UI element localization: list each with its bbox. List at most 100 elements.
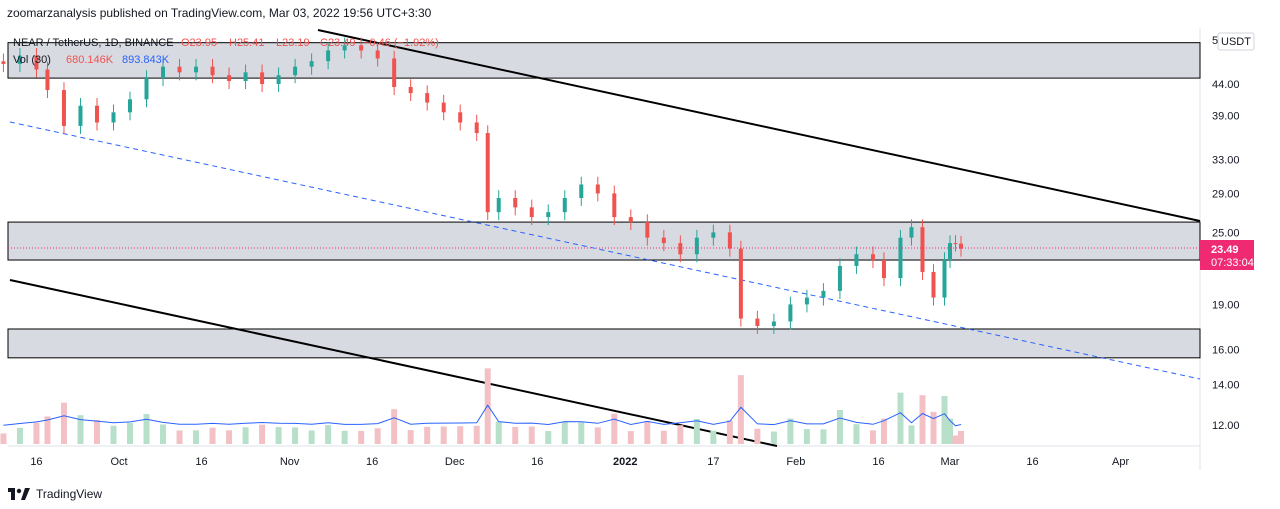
volume-bar-35 [561, 421, 568, 444]
volume-bar-55 [880, 418, 887, 444]
candle-43 [694, 229, 699, 263]
volume-bar-37 [594, 427, 601, 444]
volume-moving-average [3, 404, 962, 427]
volume-bar-47 [754, 428, 761, 444]
volume-bar-18 [292, 427, 299, 444]
price-tick-5: 19.00 [1212, 299, 1240, 311]
last-price-badge: 23.49 07:33:04 [1200, 240, 1254, 270]
volume-bar-45 [726, 420, 733, 444]
last-price-value: 23.49 [1211, 244, 1239, 256]
price-tick-0: 44.00 [1212, 79, 1240, 91]
candle-63 [959, 235, 964, 257]
price-tick-4: 25.00 [1212, 227, 1240, 239]
volume-bar-17 [275, 427, 282, 444]
volume-bar-30 [484, 368, 491, 444]
legend-vol-value: 680.146K [66, 54, 114, 66]
volume-bar-52 [836, 410, 843, 444]
time-tick-7: 2022 [613, 456, 637, 468]
candle-60 [942, 252, 947, 306]
tradingview-footer[interactable]: TradingView [8, 487, 102, 501]
volume-bar-36 [578, 422, 585, 444]
currency-label: USDT [1221, 36, 1251, 48]
price-tick-1: 39.00 [1212, 111, 1240, 123]
zone-0 [7, 42, 1201, 79]
candle-23 [375, 42, 380, 67]
upper-channel-line[interactable] [317, 29, 1201, 222]
candle-38 [612, 185, 617, 226]
candle-4 [61, 82, 66, 134]
volume-bar-13 [209, 427, 216, 444]
volume-bar-31 [495, 421, 502, 444]
candle-3 [45, 61, 50, 99]
candle-30 [485, 125, 490, 221]
volume-bar-19 [308, 430, 315, 444]
candle-56 [898, 229, 903, 287]
candle-47 [755, 310, 760, 334]
volume-bar-50 [803, 429, 810, 444]
volume-bar-3 [44, 416, 51, 444]
candle-21 [342, 37, 347, 59]
publisher-caption: zoomarzanalysis published on TradingView… [7, 6, 432, 20]
currency-button[interactable]: USDT [1217, 32, 1255, 51]
candle-57 [909, 219, 914, 246]
volume-bar-34 [545, 431, 552, 444]
candle-9 [144, 70, 149, 108]
zone-2 [7, 328, 1201, 359]
candle-17 [276, 67, 281, 92]
volume-bar-9 [143, 414, 150, 444]
price-tick-8: 12.00 [1212, 420, 1240, 432]
candle-42 [678, 235, 683, 263]
lower-channel-line[interactable] [9, 279, 778, 447]
candle-22 [359, 37, 364, 59]
time-tick-0: 16 [30, 456, 42, 468]
candle-46 [738, 240, 743, 327]
candle-49 [788, 296, 793, 330]
countdown-timer: 07:33:04 [1211, 257, 1254, 269]
volume-bar-4 [60, 402, 67, 444]
time-tick-1: Oct [110, 456, 127, 468]
candle-26 [425, 85, 430, 111]
time-tick-13: Apr [1112, 456, 1129, 468]
time-tick-4: 16 [366, 456, 378, 468]
candle-62 [953, 235, 958, 252]
volume-bar-29 [473, 425, 480, 444]
candle-27 [441, 94, 446, 121]
candle-39 [628, 209, 633, 231]
volume-bars [0, 368, 965, 444]
volume-bar-10 [160, 424, 167, 444]
time-tick-11: Mar [941, 456, 960, 468]
candle-45 [727, 224, 732, 257]
candle-55 [881, 252, 886, 287]
price-axis[interactable]: 44.00 39.00 33.00 29.00 25.00 19.00 16.00 14.00… [1212, 79, 1240, 432]
time-tick-3: Nov [280, 456, 300, 468]
candle-20 [326, 42, 331, 70]
candle-2 [34, 47, 39, 78]
candle-40 [645, 214, 650, 246]
volume-bar-38 [611, 413, 618, 444]
candle-33 [529, 199, 534, 226]
candle-28 [458, 104, 463, 131]
time-tick-5: Dec [445, 456, 465, 468]
time-tick-10: 16 [872, 456, 884, 468]
volume-bar-56 [897, 392, 904, 444]
support-resistance-zones [7, 42, 1201, 359]
volume-bar-54 [869, 430, 876, 444]
volume-bar-11 [176, 430, 183, 444]
volume-bar-61 [947, 418, 953, 444]
legend-close: C23.49 [320, 37, 355, 49]
time-axis[interactable]: 16 Oct 16 Nov 16 Dec 16 2022 17 Feb 16 Mar 16 Apr [30, 456, 1129, 468]
volume-bar-40 [644, 421, 651, 444]
candle-59 [931, 264, 936, 306]
candle-32 [513, 190, 518, 216]
volume-bar-6 [93, 419, 100, 444]
candle-25 [408, 79, 413, 102]
trend-lines[interactable] [9, 29, 1201, 447]
volume-bar-51 [820, 429, 827, 444]
candle-13 [210, 58, 215, 84]
volume-bar-41 [660, 430, 667, 444]
candle-48 [771, 313, 776, 334]
candle-5 [78, 97, 83, 134]
time-tick-2: 16 [195, 456, 207, 468]
middle-dashed-line[interactable] [9, 121, 1201, 380]
